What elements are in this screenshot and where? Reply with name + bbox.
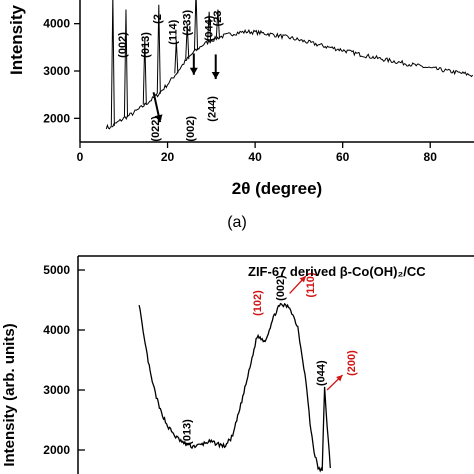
- peak-label-b: (013): [181, 419, 193, 445]
- x-tick-label-a: 80: [424, 150, 438, 164]
- diffraction-peak-a: [215, 9, 220, 38]
- diffraction-peak-a: [207, 11, 212, 42]
- x-tick-label-a: 0: [77, 150, 84, 164]
- peak-label-a: (013): [140, 32, 152, 58]
- peak-label-b: (102): [252, 290, 264, 316]
- arrow-head-b: [336, 375, 343, 382]
- peak-label-a: (022): [150, 116, 162, 142]
- xrd-trace-b: [138, 302, 331, 473]
- y-tick-label-a: 2000: [43, 111, 70, 125]
- peak-label-a: (114): [167, 19, 179, 44]
- peak-label-a: (2: [152, 14, 164, 24]
- diffraction-peak-a: [185, 23, 190, 60]
- diffraction-peak-a: [174, 40, 179, 74]
- diffraction-peak-a: [193, 0, 199, 51]
- x-tick-label-a: 60: [336, 150, 350, 164]
- y-tick-label-a: 3000: [43, 64, 70, 78]
- peak-label-b: (200): [346, 350, 358, 376]
- y-tick-label-b: 3000: [43, 383, 70, 397]
- diffraction-peak-a: [142, 37, 147, 105]
- peak-label-a: (23: [212, 11, 224, 27]
- arrow-head-a: [154, 114, 163, 123]
- y-axis-title-a: Intensity: [7, 5, 26, 75]
- peak-label-a: (002): [117, 32, 129, 58]
- x-axis-title-a: 2θ (degree): [232, 179, 322, 198]
- peak-label-a: (233): [181, 10, 193, 36]
- diffraction-peak-a: [156, 4, 161, 94]
- y-tick-label-b: 4000: [43, 323, 70, 337]
- x-tick-label-a: 20: [161, 150, 175, 164]
- peak-label-b: (110): [305, 272, 317, 297]
- peak-label-a: (244): [207, 96, 219, 122]
- y-tick-label-b: 2000: [43, 443, 70, 457]
- peak-label-b: (002): [275, 275, 287, 301]
- arrow-head-a: [211, 72, 220, 80]
- arrow-head-b: [299, 276, 306, 283]
- arrow-head-a: [189, 67, 198, 75]
- xrd-trace-a: [105, 28, 474, 130]
- panel-label-a: (a): [227, 214, 247, 231]
- peak-label-a: (002): [185, 116, 197, 142]
- legend-text-b: ZIF-67 derived β-Co(OH)₂/CC: [248, 264, 426, 279]
- diffraction-peak-a: [110, 0, 115, 126]
- y-axis-title-b: Intensity (arb. units): [1, 323, 18, 466]
- y-tick-label-b: 5000: [43, 263, 70, 277]
- diffraction-peak-a: [123, 9, 128, 118]
- peak-label-b: (044): [316, 360, 328, 386]
- y-tick-label-a: 4000: [43, 17, 70, 31]
- peak-label-a: (044): [204, 15, 216, 41]
- xrd-panel-b: 2000 3000 4000 5000 (013) (102) (002) (110) (04…: [1, 255, 474, 474]
- x-tick-label-a: 40: [248, 150, 262, 164]
- xrd-panel-a: 2000 3000 4000 0 20 40 60 80 (002) (013)(2(114)…: [7, 0, 474, 231]
